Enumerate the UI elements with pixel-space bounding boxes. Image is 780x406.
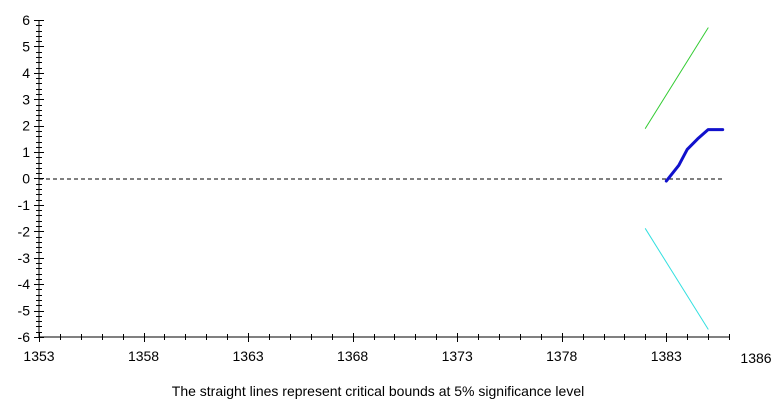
y-tick-label: -4 bbox=[18, 276, 31, 292]
y-tick-label: 0 bbox=[22, 171, 30, 187]
x-tick-label: 1353 bbox=[23, 348, 54, 364]
x-tick-label: 1386 bbox=[740, 350, 771, 366]
y-tick-label: -2 bbox=[18, 223, 31, 239]
x-tick-label: 1378 bbox=[546, 348, 577, 364]
series-line-lower-critical-bound bbox=[644, 228, 709, 330]
x-tick-label: 1363 bbox=[233, 348, 264, 364]
y-tick-label: 4 bbox=[22, 65, 30, 81]
series-line-statistic bbox=[664, 128, 725, 183]
x-tick-label: 1373 bbox=[442, 348, 473, 364]
y-tick-label: 1 bbox=[22, 144, 30, 160]
x-tick-label: 1368 bbox=[337, 348, 368, 364]
chart-caption: The straight lines represent critical bo… bbox=[172, 383, 584, 399]
y-tick-label: 2 bbox=[22, 118, 30, 134]
y-tick-label: -6 bbox=[18, 329, 31, 345]
y-tick-label: -5 bbox=[18, 303, 31, 319]
series-line-upper-critical-bound bbox=[644, 27, 709, 129]
y-tick-label: 6 bbox=[22, 12, 30, 28]
x-tick-label: 1383 bbox=[651, 348, 682, 364]
y-tick-label: -1 bbox=[18, 197, 31, 213]
y-tick-label: 3 bbox=[22, 91, 30, 107]
y-tick-label: -3 bbox=[18, 250, 31, 266]
x-tick-label: 1358 bbox=[128, 348, 159, 364]
y-tick-label: 5 bbox=[22, 38, 30, 54]
